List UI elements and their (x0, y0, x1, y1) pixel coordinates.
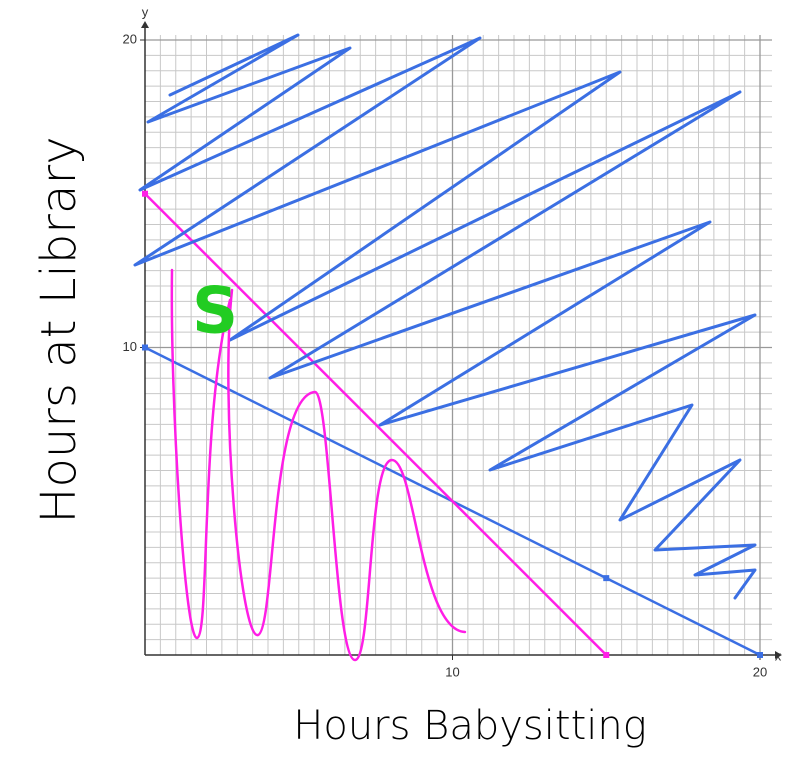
point (142, 345, 148, 351)
x-axis-letter: x (775, 648, 782, 663)
point (757, 652, 763, 658)
point (603, 575, 609, 581)
annotation: S (192, 275, 238, 349)
x-axis-label: Hours Babysitting (293, 703, 646, 749)
y-tick-label: 10 (123, 339, 137, 354)
chart: 10 20 10 20 S Hours Babysitting Hours at Li… (0, 0, 785, 769)
x-tick-label: 10 (445, 664, 459, 679)
x-tick-label: 20 (753, 664, 767, 679)
y-axis-label: Hours at Library (31, 136, 87, 523)
y-axis-letter: y (142, 4, 149, 19)
point (142, 191, 148, 197)
point (603, 652, 609, 658)
y-tick-label: 20 (123, 31, 137, 46)
